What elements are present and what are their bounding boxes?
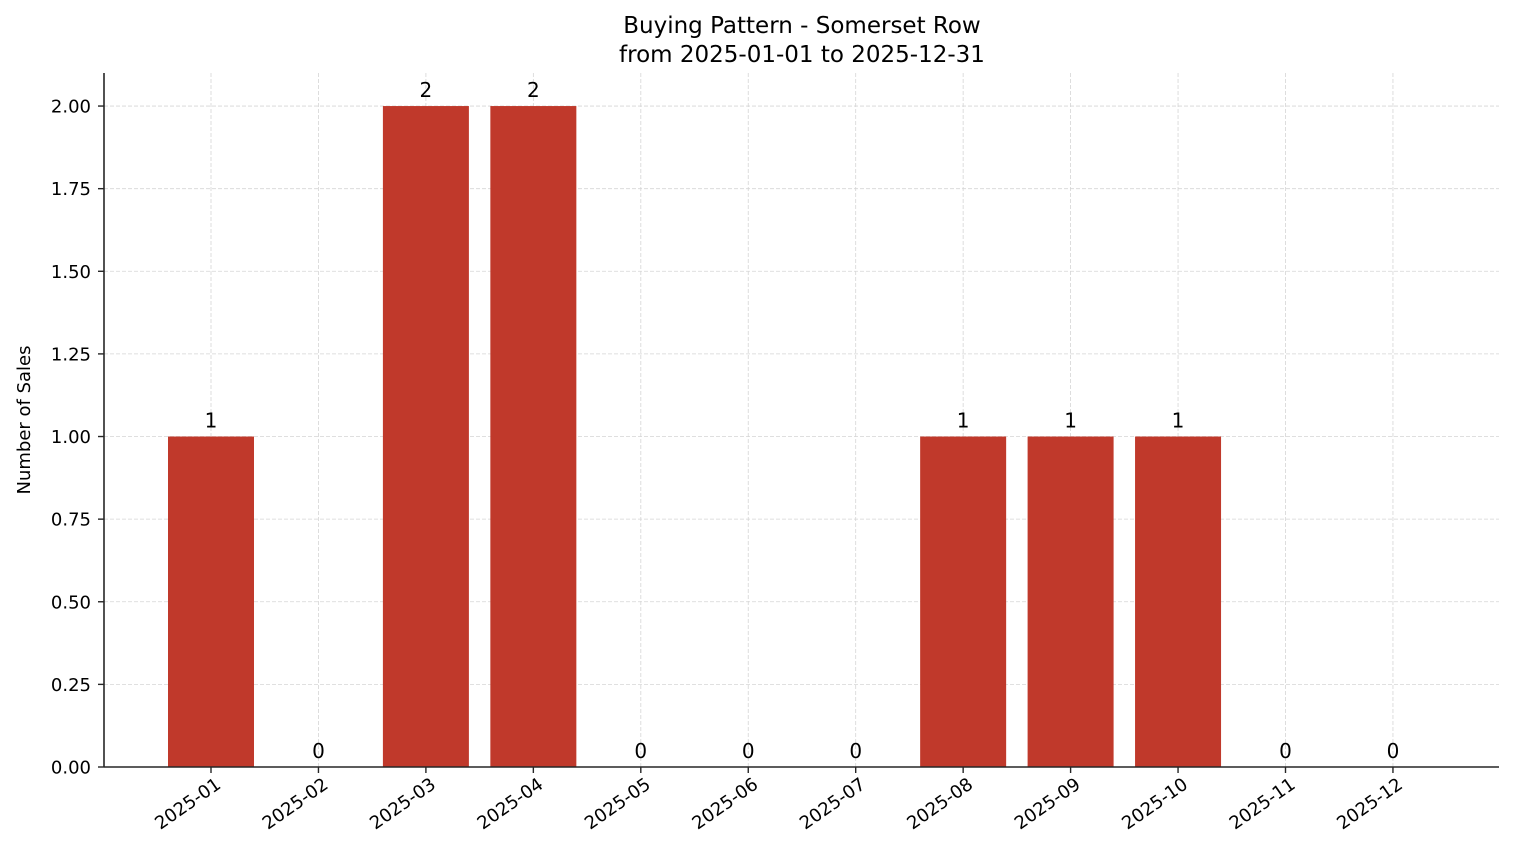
bar-2025-10: [1135, 436, 1222, 767]
x-tick-label: 2025-03: [366, 774, 440, 834]
bar-value-label: 1: [957, 409, 970, 433]
bar-value-label: 2: [527, 78, 540, 102]
y-tick-label: 2.00: [51, 97, 91, 118]
y-tick-label: 1.50: [51, 262, 91, 283]
bar-2025-01: [168, 436, 254, 767]
data-labels: 1 0 2 2 0 0 0 1 1 1 0 0: [205, 78, 1400, 763]
x-tick-label: 2025-11: [1226, 774, 1300, 834]
x-tick-label: 2025-04: [474, 774, 548, 834]
x-tick-label: 2025-12: [1333, 774, 1407, 834]
x-tick-label: 2025-01: [151, 774, 225, 834]
y-tick-label: 0.00: [51, 758, 91, 779]
bar-2025-09: [1027, 436, 1114, 767]
x-tick-label: 2025-02: [259, 774, 333, 834]
chart-title: Buying Pattern - Somerset Row: [623, 13, 981, 39]
y-tick-label: 1.25: [51, 344, 91, 365]
y-tick-label: 0.25: [51, 675, 91, 696]
bar-2025-08: [920, 436, 1007, 767]
y-tick-label: 1.75: [51, 179, 91, 200]
bar-value-label: 0: [634, 739, 647, 763]
chart-subtitle: from 2025-01-01 to 2025-12-31: [619, 42, 985, 68]
y-tick-label: 1.00: [51, 427, 91, 448]
bar-value-label: 1: [1172, 409, 1185, 433]
x-tick-label: 2025-10: [1118, 774, 1192, 834]
axes: [103, 73, 1499, 768]
bar-value-label: 0: [1279, 739, 1292, 763]
bar-value-label: 0: [849, 739, 862, 763]
x-tick-label: 2025-05: [581, 774, 655, 834]
bars: [168, 106, 1222, 768]
y-axis-label: Number of Sales: [14, 345, 35, 494]
y-tick-label: 0.75: [51, 510, 91, 531]
bar-2025-04: [490, 106, 577, 768]
bar-value-label: 1: [1064, 409, 1077, 433]
bar-value-label: 0: [1387, 739, 1400, 763]
y-tick-label: 0.50: [51, 592, 91, 613]
bar-value-label: 0: [742, 739, 755, 763]
x-tick-label: 2025-06: [688, 774, 762, 834]
bar-value-label: 2: [420, 78, 433, 102]
bar-2025-03: [382, 106, 469, 768]
x-ticks: 2025-01 2025-02 2025-03 2025-04 2025-05 2025-…: [151, 767, 1407, 834]
bar-value-label: 0: [312, 739, 325, 763]
bar-value-label: 1: [205, 409, 218, 433]
x-tick-label: 2025-07: [796, 774, 870, 834]
x-tick-label: 2025-08: [903, 774, 977, 834]
x-tick-label: 2025-09: [1011, 774, 1085, 834]
gridlines: [104, 73, 1499, 768]
y-ticks: 0.00 0.25 0.50 0.75 1.00 1.25 1.50 1.75 2.00: [51, 97, 104, 779]
